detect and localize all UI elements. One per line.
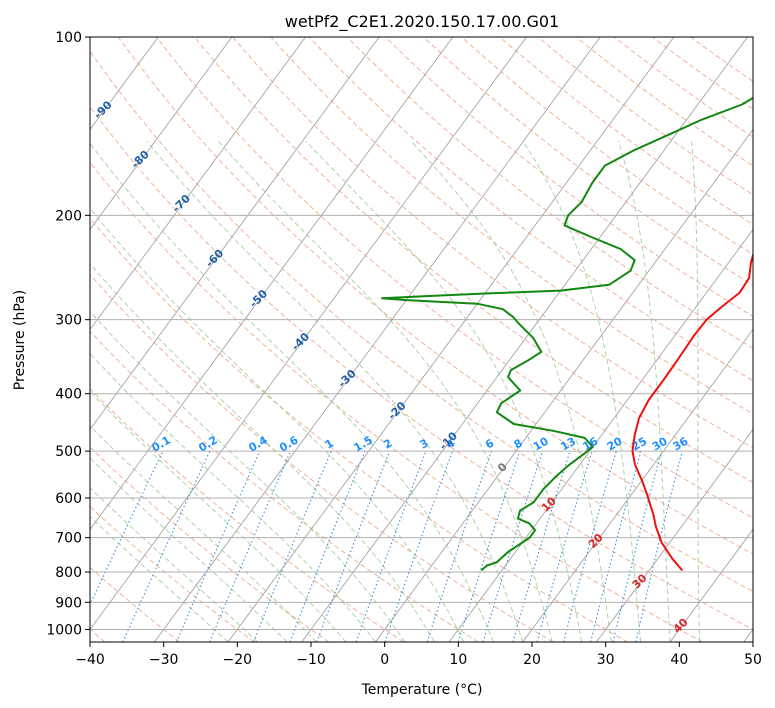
mixing-ratio-line [590, 450, 642, 642]
y-tick-label: 300 [55, 313, 82, 329]
x-tick-label: −20 [223, 652, 253, 668]
isotherm-line [90, 37, 233, 231]
dry-adiabat-line [117, 37, 753, 555]
mixing-ratio-line [563, 450, 617, 642]
isotherm-line [227, 37, 675, 642]
x-tick-label: 30 [597, 652, 615, 668]
y-tick-label: 500 [55, 444, 82, 460]
mixing-ratio-line [635, 450, 683, 642]
dry-adiabat-line [90, 50, 753, 592]
plot-area [90, 37, 753, 642]
x-tick-label: −40 [75, 652, 105, 668]
dry-adiabat-line [614, 37, 753, 138]
dewpoint-profile-line [380, 96, 753, 572]
x-tick-label: 20 [523, 652, 541, 668]
dry-adiabat-line [423, 37, 753, 286]
mixing-ratio-line [482, 450, 544, 642]
y-tick-label: 600 [55, 491, 82, 507]
y-tick-label: 100 [55, 30, 82, 46]
dry-adiabat-line [308, 37, 753, 382]
isotherm-line [90, 37, 527, 631]
dry-adiabat-line [90, 106, 753, 630]
x-tick-label: −30 [149, 652, 179, 668]
y-tick-label: 400 [55, 387, 82, 403]
dry-adiabat-line [90, 161, 703, 642]
isotherm-line [301, 37, 748, 642]
mixing-ratio-line [355, 450, 427, 642]
mixing-ratio-line [384, 450, 454, 642]
dry-adiabat-line [90, 217, 629, 642]
y-tick-label: 200 [55, 208, 82, 224]
y-axis-label: Pressure (hPa) [12, 290, 28, 390]
dry-adiabat-line [90, 273, 554, 642]
isotherm-line [90, 37, 306, 331]
isotherm-line [90, 37, 380, 431]
isotherm-line [375, 128, 753, 642]
dry-adiabat-line [499, 37, 753, 225]
x-tick-label: 40 [670, 652, 688, 668]
mixing-ratio-line [252, 450, 332, 642]
dry-adiabat-line [90, 505, 255, 642]
x-axis-label: Temperature (°C) [361, 682, 483, 698]
y-tick-label: 1000 [46, 622, 82, 638]
chart-title: wetPf2_C2E1.2020.150.17.00.G01 [285, 12, 559, 32]
dry-adiabat-line [156, 37, 753, 519]
y-tick-label: 900 [55, 595, 82, 611]
y-tick-label: 700 [55, 531, 82, 547]
mixing-ratio-line [289, 450, 366, 642]
mixing-ratio-line [316, 450, 391, 642]
pressure-gridlines [90, 37, 753, 630]
dry-adiabat-line [537, 37, 753, 196]
plot-frame [89, 36, 754, 643]
mixing-ratio-line [536, 450, 593, 642]
x-tick-label: 10 [449, 652, 467, 668]
dry-adiabat-line [270, 37, 753, 415]
dry-adiabat-line [90, 446, 330, 642]
isotherm-line [596, 428, 753, 642]
mixing-ratio-line [512, 450, 571, 642]
mixing-ratio-line [209, 450, 292, 642]
x-tick-label: 0 [380, 652, 389, 668]
dry-adiabat-line [346, 37, 753, 349]
dry-adiabat-line [90, 330, 479, 642]
isotherm-line [522, 328, 753, 642]
y-axis: 100 200 300 400 500 600 700 800 900 1000 [46, 30, 90, 638]
dry-adiabat-line [194, 37, 753, 483]
x-axis: −40 −30 −20 −10 0 10 20 30 40 50 [75, 642, 762, 668]
isotherm-line [154, 37, 601, 642]
mixing-ratio-line [175, 450, 261, 642]
x-tick-label: 50 [744, 652, 762, 668]
mixing-ratio-line [457, 450, 521, 642]
isotherm-line [90, 37, 454, 531]
y-tick-label: 800 [55, 565, 82, 581]
x-tick-label: −10 [296, 652, 326, 668]
mixing-ratio-line [612, 450, 663, 642]
profiles [380, 96, 753, 572]
dry-adiabat-line [232, 37, 753, 449]
mixing-ratio-line [426, 450, 492, 642]
temperature-profile-line [631, 251, 753, 572]
isotherm-line [669, 528, 753, 642]
